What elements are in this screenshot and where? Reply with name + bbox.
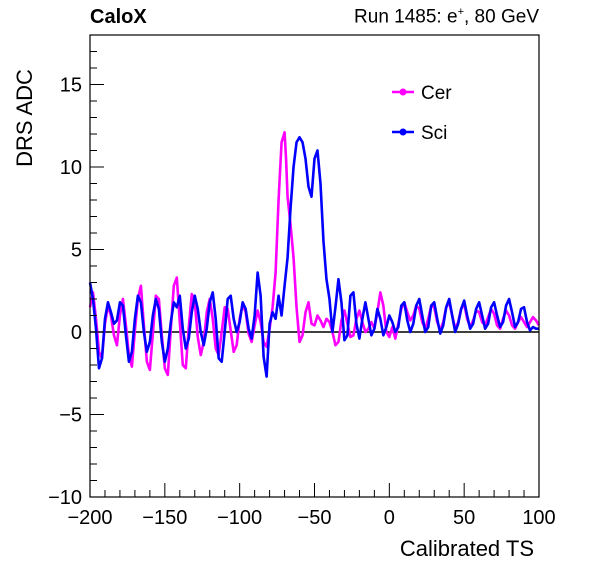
x-tick-label: 0 <box>384 507 395 529</box>
y-tick-label: −10 <box>48 487 82 509</box>
x-tick-label: 50 <box>453 507 475 529</box>
legend-label-cer: Cer <box>421 83 452 104</box>
legend-marker-cer <box>399 88 407 96</box>
series-group <box>88 131 541 378</box>
x-tick-label: −50 <box>298 507 332 529</box>
run-label-charge: + <box>457 6 464 18</box>
run-label-suffix: , 80 GeV <box>464 6 539 28</box>
y-tick-label: 10 <box>60 157 82 179</box>
y-tick-label: 5 <box>71 240 82 262</box>
legend: Cer Sci <box>392 83 452 144</box>
y-tick-label: 0 <box>71 322 82 344</box>
x-tick-label: −100 <box>217 507 262 529</box>
x-tick-label: −200 <box>67 507 112 529</box>
legend-label-sci: Sci <box>421 123 447 144</box>
run-label-prefix: Run 1485: e <box>354 6 458 28</box>
x-tick-label: 100 <box>522 507 555 529</box>
y-tick-label: 15 <box>60 75 82 97</box>
series-line-sci <box>88 136 539 378</box>
run-label: Run 1485: e+, 80 GeV <box>354 6 539 28</box>
x-axis-label: Calibrated TS <box>399 536 534 561</box>
y-tick-label: −5 <box>59 405 82 427</box>
experiment-label: CaloX <box>90 6 147 28</box>
x-tick-label: −150 <box>142 507 187 529</box>
legend-marker-sci <box>399 128 407 136</box>
plot-frame <box>89 34 540 498</box>
